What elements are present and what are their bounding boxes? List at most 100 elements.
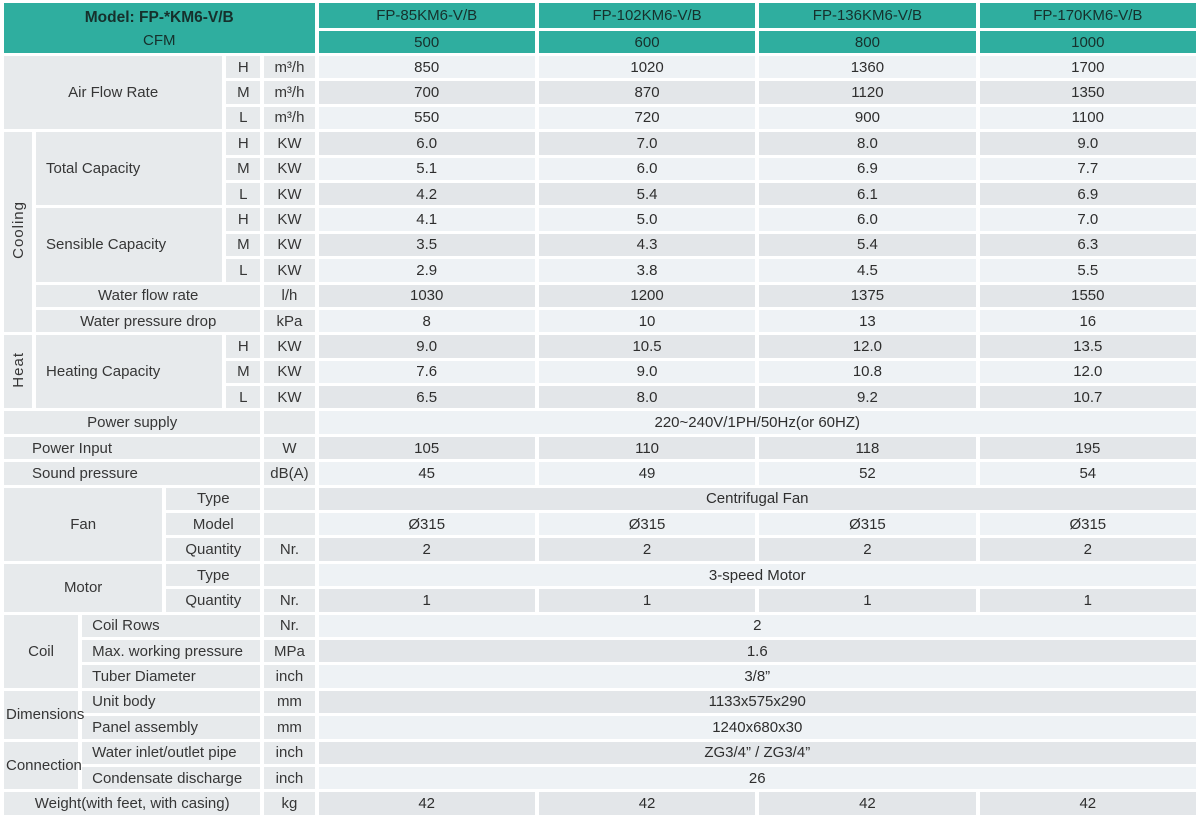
cfm-value-3: 800 (759, 31, 976, 53)
value-cell: 10.7 (979, 386, 1196, 409)
value-cell: 6.0 (318, 132, 535, 155)
speed-m-label: M (226, 233, 261, 257)
value-cell: 1375 (759, 284, 976, 307)
unit-cell: kg (264, 792, 315, 815)
value-cell: 7.7 (979, 157, 1196, 180)
max-working-pressure-label: Max. working pressure (82, 639, 261, 663)
unit-cell-empty (264, 487, 315, 511)
fan-quantity-label: Quantity (166, 538, 261, 561)
fan-type-label: Type (166, 487, 261, 511)
value-cell: 6.3 (979, 233, 1196, 257)
unit-cell: m³/h (264, 81, 315, 104)
value-cell: 7.0 (979, 208, 1196, 231)
condensate-discharge-value: 26 (318, 766, 1196, 790)
value-cell: 12.0 (979, 360, 1196, 384)
speed-h-label: H (226, 208, 261, 231)
value-cell: 5.1 (318, 157, 535, 180)
value-cell: 3.8 (538, 259, 756, 282)
value-cell: 1 (538, 589, 756, 612)
unit-cell: KW (264, 259, 315, 282)
column-header-model-3: FP-136KM6-V/B (759, 3, 976, 28)
value-cell: 16 (979, 309, 1196, 333)
value-cell: 850 (318, 56, 535, 79)
unit-cell: mm (264, 690, 315, 714)
speed-l-label: L (226, 182, 261, 206)
value-cell: 110 (538, 436, 756, 460)
fan-type-value: Centrifugal Fan (318, 487, 1196, 511)
value-cell: 12.0 (759, 335, 976, 358)
value-cell: 42 (759, 792, 976, 815)
unit-cell: KW (264, 132, 315, 155)
speed-l-label: L (226, 106, 261, 130)
unit-body-value: 1133x575x290 (318, 690, 1196, 714)
value-cell: 870 (538, 81, 756, 104)
value-cell: 118 (759, 436, 976, 460)
value-cell: 1020 (538, 56, 756, 79)
model-header-block: Model: FP-*KM6-V/B CFM (4, 3, 315, 53)
value-cell: 13 (759, 309, 976, 333)
value-cell: 9.2 (759, 386, 976, 409)
unit-cell: W (264, 436, 315, 460)
value-cell: 9.0 (318, 335, 535, 358)
value-cell: 1200 (538, 284, 756, 307)
value-cell: Ø315 (759, 513, 976, 536)
value-cell: 2 (979, 538, 1196, 561)
water-pipe-value: ZG3/4” / ZG3/4” (318, 741, 1196, 764)
value-cell: 700 (318, 81, 535, 104)
value-cell: 5.0 (538, 208, 756, 231)
unit-cell: Nr. (264, 614, 315, 637)
value-cell: 8.0 (538, 386, 756, 409)
unit-cell: KW (264, 335, 315, 358)
value-cell: 1 (318, 589, 535, 612)
value-cell: 49 (538, 462, 756, 485)
unit-cell: KW (264, 157, 315, 180)
cfm-value-1: 500 (318, 31, 535, 53)
speed-h-label: H (226, 335, 261, 358)
speed-m-label: M (226, 81, 261, 104)
unit-cell: dB(A) (264, 462, 315, 485)
value-cell: 9.0 (979, 132, 1196, 155)
column-header-model-4: FP-170KM6-V/B (979, 3, 1196, 28)
heat-section-label: Heat (4, 335, 33, 409)
value-cell: 42 (979, 792, 1196, 815)
unit-cell: MPa (264, 639, 315, 663)
water-pressure-drop-label: Water pressure drop (36, 309, 261, 333)
value-cell: 9.0 (538, 360, 756, 384)
value-cell: 6.9 (759, 157, 976, 180)
value-cell: 4.1 (318, 208, 535, 231)
unit-cell: m³/h (264, 56, 315, 79)
value-cell: 1350 (979, 81, 1196, 104)
power-supply-label: Power supply (4, 411, 261, 434)
cfm-value-4: 1000 (979, 31, 1196, 53)
value-cell: 1360 (759, 56, 976, 79)
condensate-discharge-label: Condensate discharge (82, 766, 261, 790)
motor-type-value: 3-speed Motor (318, 563, 1196, 587)
tuber-diameter-value: 3/8” (318, 665, 1196, 688)
motor-section-label: Motor (4, 563, 163, 612)
value-cell: 45 (318, 462, 535, 485)
value-cell: 4.3 (538, 233, 756, 257)
value-cell: 105 (318, 436, 535, 460)
column-header-model-2: FP-102KM6-V/B (538, 3, 756, 28)
value-cell: 7.6 (318, 360, 535, 384)
value-cell: 7.0 (538, 132, 756, 155)
fan-section-label: Fan (4, 487, 163, 561)
unit-cell: KW (264, 360, 315, 384)
speed-l-label: L (226, 386, 261, 409)
unit-cell-empty (264, 513, 315, 536)
value-cell: 1 (759, 589, 976, 612)
model-header-label: Model: FP-*KM6-V/B (84, 8, 234, 26)
unit-cell: inch (264, 665, 315, 688)
water-flow-rate-label: Water flow rate (36, 284, 261, 307)
weight-label: Weight(with feet, with casing) (4, 792, 261, 815)
value-cell: 1 (979, 589, 1196, 612)
speed-h-label: H (226, 132, 261, 155)
value-cell: 2 (538, 538, 756, 561)
value-cell: 6.5 (318, 386, 535, 409)
value-cell: 5.5 (979, 259, 1196, 282)
value-cell: 6.0 (759, 208, 976, 231)
column-header-model-1: FP-85KM6-V/B (318, 3, 535, 28)
panel-assembly-value: 1240x680x30 (318, 716, 1196, 739)
value-cell: 6.9 (979, 182, 1196, 206)
